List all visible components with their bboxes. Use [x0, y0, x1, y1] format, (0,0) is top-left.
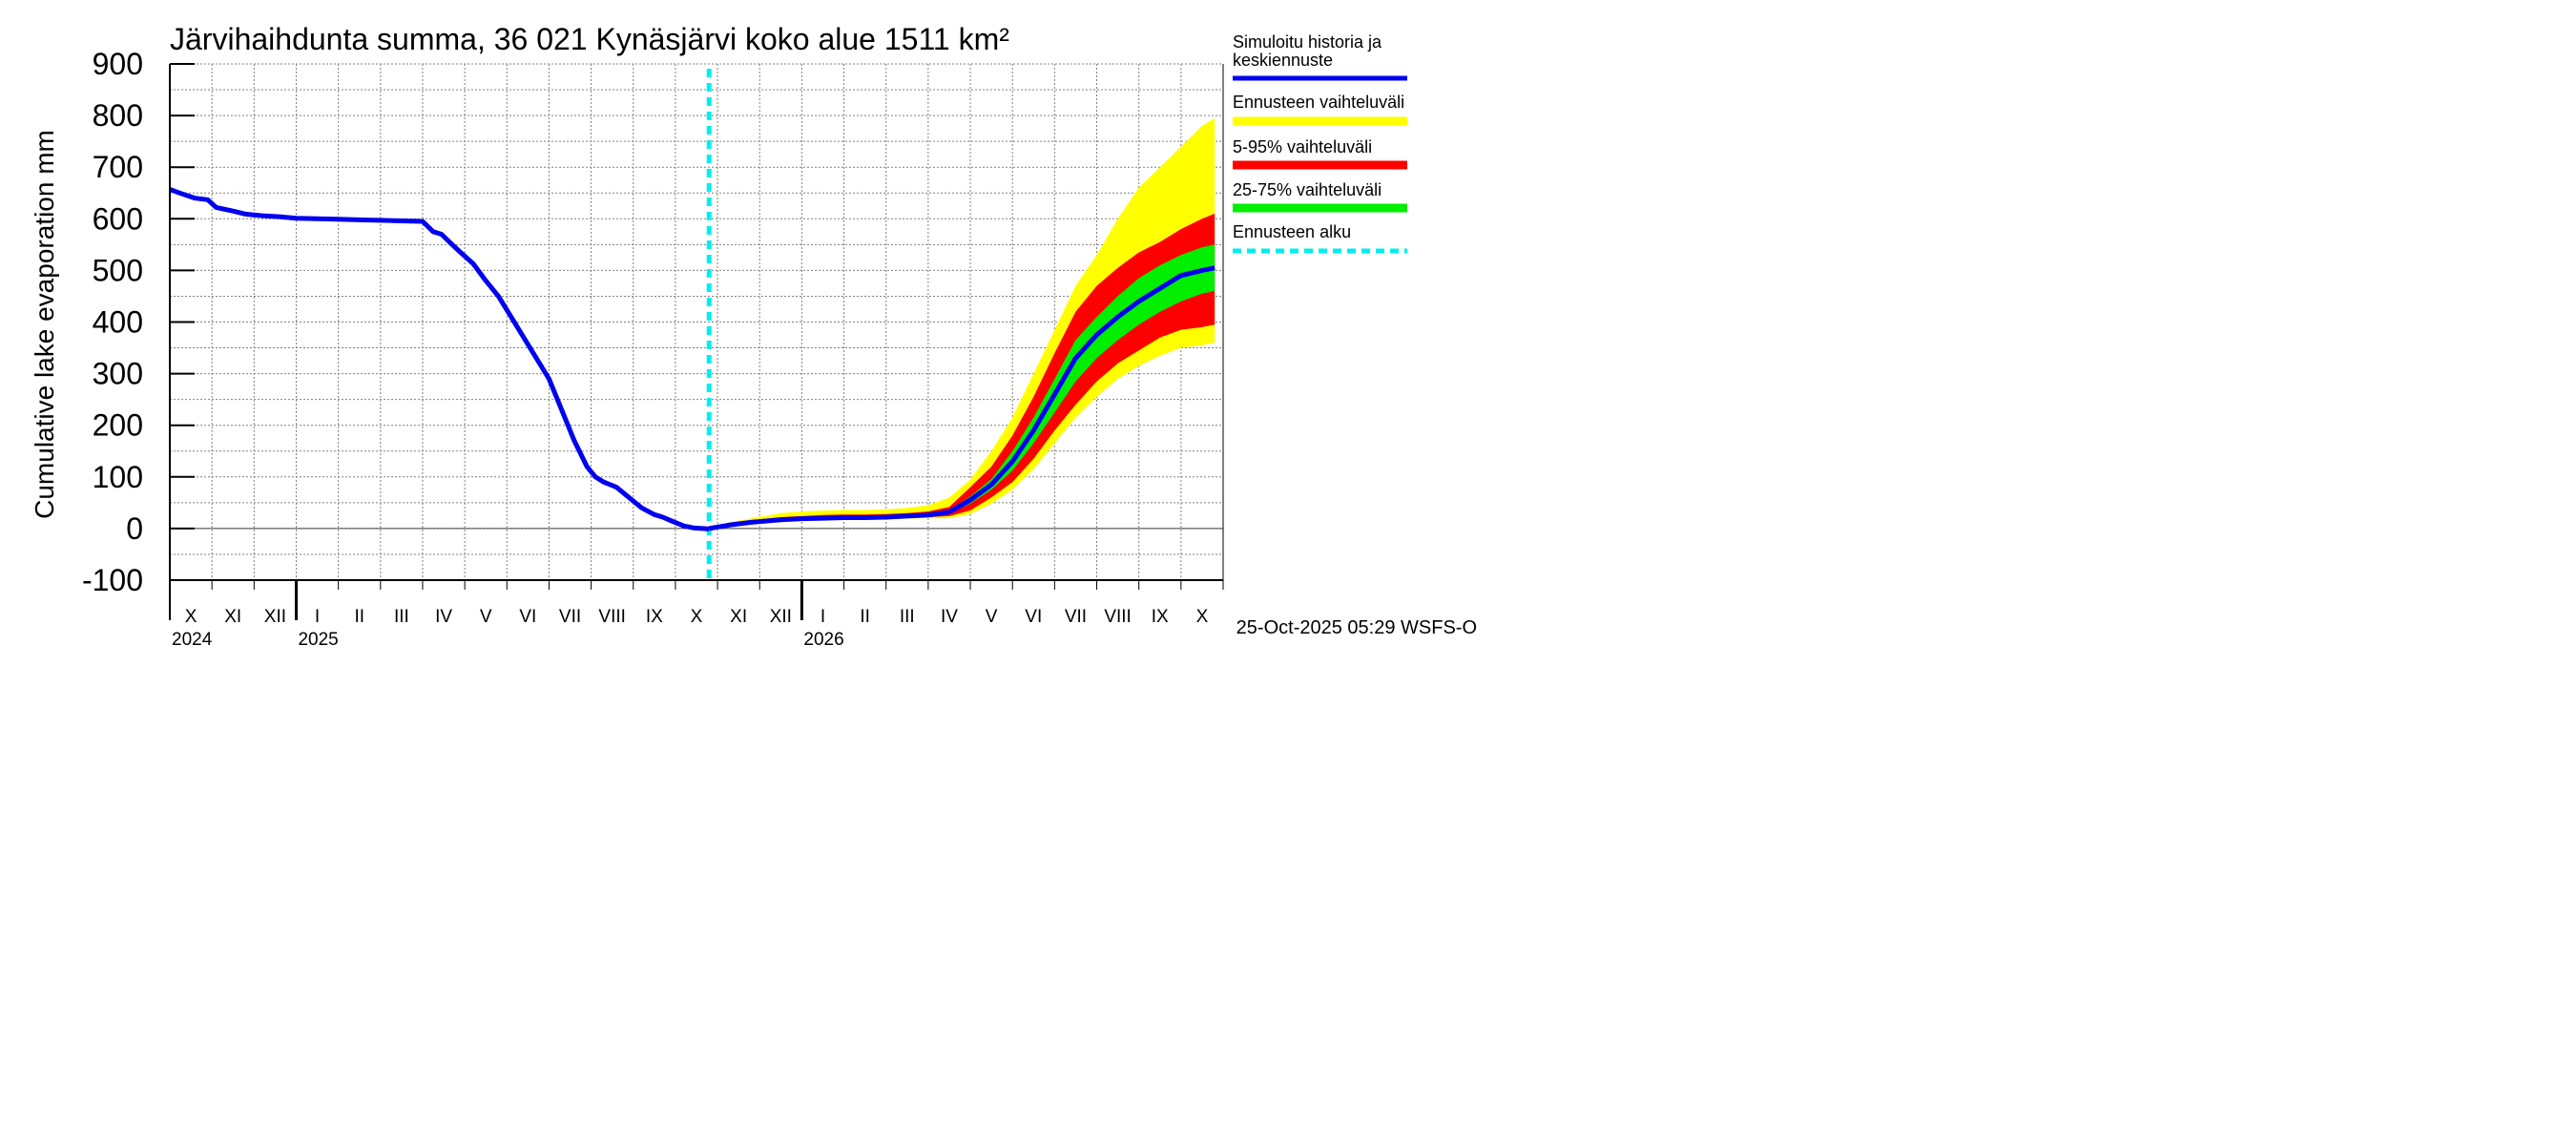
grid — [169, 63, 1224, 581]
band-25-75 — [709, 244, 1215, 529]
month-label: VI — [1025, 607, 1042, 627]
footer-timestamp: 25-Oct-2025 05:29 WSFS-O — [1236, 617, 1477, 638]
month-label: I — [315, 607, 320, 627]
month-label: XII — [770, 607, 792, 627]
y-tick-label: 900 — [93, 47, 143, 81]
legend-label: Simuloitu historia ja — [1233, 32, 1382, 52]
month-label: VII — [1065, 607, 1087, 627]
month-label: II — [354, 607, 364, 627]
x-tick-labels: X XI XII I II III IV V VI VII VIII IX X XI XII I II III IV… — [172, 607, 1209, 650]
month-label: IX — [646, 607, 663, 627]
month-label: X — [185, 607, 197, 627]
month-label: XI — [224, 607, 241, 627]
series-history-line — [169, 187, 710, 531]
month-label: IV — [435, 607, 452, 627]
y-tick-label: 600 — [93, 201, 143, 236]
legend-label: 5-95% vaihteluväli — [1233, 137, 1372, 156]
y-tick-label: 800 — [93, 98, 143, 133]
month-label: III — [394, 607, 409, 627]
y-tick-label: 700 — [93, 150, 143, 184]
y-tick-labels: 900 800 700 600 500 400 300 200 100 0 -100 — [82, 47, 143, 597]
month-label: VIII — [598, 607, 626, 627]
y-tick-label: 0 — [126, 511, 143, 546]
month-label: II — [860, 607, 870, 627]
y-tick-label: 200 — [93, 408, 143, 443]
month-label: XI — [730, 607, 747, 627]
y-tick-label: 500 — [93, 253, 143, 287]
legend-label: Ennusteen alku — [1233, 222, 1351, 241]
month-label: III — [900, 607, 915, 627]
legend-label: 25-75% vaihteluväli — [1233, 180, 1381, 199]
month-label: VII — [559, 607, 581, 627]
axes — [169, 63, 1224, 620]
y-tick-label: 100 — [93, 460, 143, 494]
legend-label: Ennusteen vaihteluväli — [1233, 93, 1404, 112]
y-tick-label: -100 — [82, 563, 143, 597]
series-median-line — [708, 265, 1215, 531]
year-label: 2025 — [298, 630, 338, 650]
month-label: VIII — [1104, 607, 1132, 627]
month-label: X — [1196, 607, 1209, 627]
year-label: 2026 — [803, 630, 843, 650]
month-label: V — [480, 607, 492, 627]
y-tick-label: 300 — [93, 357, 143, 391]
y-axis-label: Cumulative lake evaporation mm — [30, 130, 59, 519]
chart-title: Järvihaihdunta summa, 36 021 Kynäsjärvi … — [170, 22, 1009, 56]
series-lines — [169, 69, 1215, 580]
y-tick-label: 400 — [93, 305, 143, 340]
year-label: 2024 — [172, 630, 213, 650]
month-label: IX — [1152, 607, 1169, 627]
month-label: VI — [519, 607, 536, 627]
month-label: XII — [264, 607, 286, 627]
month-label: X — [691, 607, 703, 627]
legend-label: keskiennuste — [1233, 51, 1333, 70]
month-label: IV — [941, 607, 958, 627]
month-label: V — [986, 607, 998, 627]
month-label: I — [821, 607, 825, 627]
band-5-95 — [709, 213, 1215, 529]
